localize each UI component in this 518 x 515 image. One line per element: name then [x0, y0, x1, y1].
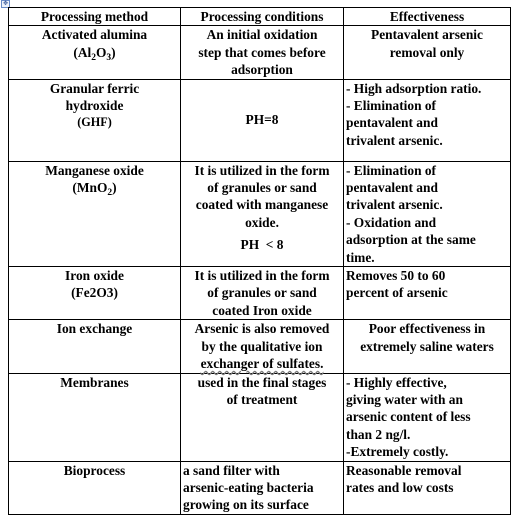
conditions-cell: PH=8 [180, 78, 344, 162]
effectiveness-cell: - High adsorption ratio. - Elimination o… [343, 78, 511, 162]
conditions-cell: An initial oxidation step that comes bef… [180, 25, 344, 80]
effectiveness-cell: Removes 50 to 60 percent of arsenic [343, 266, 511, 321]
method-cell: Ion exchange [8, 319, 181, 374]
arsenic-treatment-table: Processing method Processing conditions … [8, 6, 511, 515]
method-cell: Manganese oxide (MnO2) [8, 160, 181, 268]
table-row: Iron oxide (Fe2O3) It is utilized in the… [8, 266, 511, 321]
conditions-cell: It is utilized in the form of granules o… [180, 160, 344, 268]
conditions-cell: Arsenic is also removed by the qualitati… [180, 319, 344, 374]
header-processing-method: Processing method [8, 6, 181, 27]
table-row: Membranes used in the final stages of tr… [8, 372, 511, 462]
table-row: Activated alumina (Al2O3) An initial oxi… [8, 25, 511, 80]
method-cell: Activated alumina (Al2O3) [8, 25, 181, 80]
table-row: Manganese oxide (MnO2) It is utilized in… [8, 160, 511, 268]
header-effectiveness: Effectiveness [343, 6, 511, 27]
conditions-cell: It is utilized in the form of granules o… [180, 266, 344, 321]
method-cell: Granular ferric hydroxide (GHF) [8, 78, 181, 162]
table-row: Bioprocess a sand filter with arsenic-ea… [8, 460, 511, 515]
conditions-cell: a sand filter with arsenic-eating bacter… [180, 460, 344, 515]
effectiveness-cell: Poor effectiveness in extremely saline w… [343, 319, 511, 374]
table-anchor-icon[interactable]: ✥ [1, 0, 10, 8]
method-cell: Membranes [8, 372, 181, 462]
effectiveness-cell: Reasonable removal rates and low costs [343, 460, 511, 515]
method-cell: Bioprocess [8, 460, 181, 515]
effectiveness-cell: - Elimination of pentavalent and trivale… [343, 160, 511, 268]
effectiveness-cell: - Highly effective, giving water with an… [343, 372, 511, 462]
conditions-cell: used in the final stages of treatment [180, 372, 344, 462]
table-row: Granular ferric hydroxide (GHF) PH=8 - H… [8, 78, 511, 162]
effectiveness-cell: Pentavalent arsenic removal only [343, 25, 511, 80]
method-cell: Iron oxide (Fe2O3) [8, 266, 181, 321]
table-row: Ion exchange Arsenic is also removed by … [8, 319, 511, 374]
header-processing-conditions: Processing conditions [180, 6, 344, 27]
table-header-row: Processing method Processing conditions … [8, 6, 511, 27]
